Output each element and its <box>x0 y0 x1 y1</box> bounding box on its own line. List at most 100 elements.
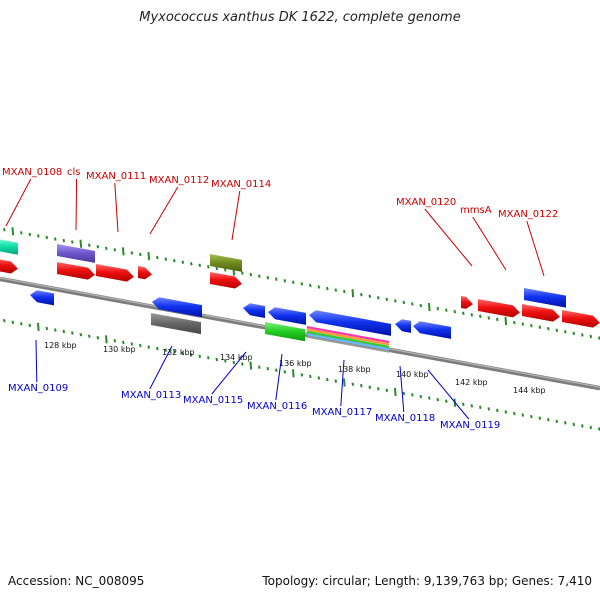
ring-dot <box>224 268 227 272</box>
ring-dot <box>309 283 312 288</box>
gene-label-upper: mmsA <box>460 205 492 216</box>
kbp-tick-label: 138 kbp <box>338 365 371 374</box>
gene-reverse-arrow <box>309 310 391 336</box>
label-leader-line <box>424 208 473 267</box>
map-title: Myxococcus xanthus DK 1622, complete gen… <box>139 10 461 25</box>
gene-label-upper: MXAN_0112 <box>149 175 209 186</box>
kbp-tick-label: 142 kbp <box>455 378 488 387</box>
kbp-tick-label: 132 kbp <box>162 348 195 357</box>
ring-dot <box>20 322 23 326</box>
ring-dot <box>419 394 423 399</box>
ring-dot <box>300 282 304 286</box>
ring-dot <box>207 356 210 360</box>
ring-dot <box>326 377 329 382</box>
ring-dot <box>555 419 559 423</box>
gene-stacked-band <box>307 326 389 344</box>
ring-dot <box>411 302 414 306</box>
gene-gray-block <box>151 313 201 335</box>
ring-dot <box>368 294 372 298</box>
ring-dot <box>292 369 295 378</box>
kbp-tick-label: 134 kbp <box>220 353 253 362</box>
ring-dot <box>343 378 346 387</box>
label-leader-line <box>526 220 545 277</box>
ring-dot <box>428 396 431 400</box>
ring-dot <box>3 228 6 232</box>
ring-dot <box>232 360 236 365</box>
ring-dot <box>394 387 397 396</box>
label-leader-line <box>149 186 179 235</box>
ring-dot <box>71 240 74 244</box>
ring-dot <box>113 248 117 252</box>
gene-forward-arrow <box>138 266 152 280</box>
label-leader-line <box>35 339 38 383</box>
ring-dot <box>139 252 142 257</box>
ring-dot <box>496 408 499 413</box>
ring-dot <box>249 361 253 370</box>
ring-dot <box>113 339 117 343</box>
ring-dot <box>292 280 295 285</box>
ring-dot <box>45 326 49 331</box>
ring-dot <box>173 349 176 354</box>
ring-dot <box>164 257 168 261</box>
gene-forward-arrow <box>461 296 473 309</box>
ring-dot <box>3 319 6 323</box>
label-leader-line <box>211 351 247 395</box>
ring-dot <box>283 370 287 374</box>
ring-dot <box>147 345 151 349</box>
accession-text: Accession: NC_008095 <box>8 574 145 588</box>
ring-dot <box>334 379 338 383</box>
ring-dot <box>470 404 474 408</box>
ring-dot <box>504 410 508 414</box>
ring-dot <box>589 425 593 430</box>
gene-label-upper: MXAN_0122 <box>498 209 558 220</box>
ring-dot <box>581 424 584 428</box>
gene-reverse-arrow <box>243 303 265 319</box>
ring-dot <box>96 245 100 249</box>
ring-dot <box>351 289 355 298</box>
ring-dot <box>530 323 533 328</box>
ring-dot <box>11 320 15 324</box>
gene-green-block <box>265 322 305 342</box>
ring-dot <box>326 286 329 291</box>
ring-dot <box>215 266 219 271</box>
ring-dot <box>496 317 499 322</box>
gene-forward-arrow <box>562 310 600 328</box>
label-leader-line <box>427 369 470 420</box>
ring-dot <box>88 334 91 338</box>
gene-stacked-band <box>307 335 389 353</box>
ring-dot <box>479 405 482 410</box>
gene-stacked-band <box>307 330 389 348</box>
ring-dot <box>266 366 270 371</box>
gene-reverse-arrow <box>395 319 411 333</box>
ring-dot <box>96 336 100 340</box>
gene-label-lower: MXAN_0119 <box>440 420 500 431</box>
kbp-tick-label: 128 kbp <box>44 341 77 350</box>
ring-dot <box>377 387 380 391</box>
ring-dot <box>462 311 465 315</box>
ring-dot <box>275 368 278 372</box>
gene-label-lower: MXAN_0117 <box>312 407 372 418</box>
ring-dot <box>487 407 491 411</box>
ring-dot <box>62 238 66 243</box>
label-leader-line <box>399 365 405 413</box>
ring-dot <box>190 262 193 266</box>
ring-dot <box>224 359 227 363</box>
ring-dot <box>351 382 355 386</box>
ring-dot <box>105 335 108 344</box>
ring-dot <box>453 310 457 314</box>
ring-dot <box>156 255 159 260</box>
ring-dot <box>589 334 593 339</box>
ring-dot <box>479 314 482 319</box>
ring-dot <box>436 306 440 311</box>
kbp-tick-label: 130 kbp <box>103 345 136 354</box>
ring-dot <box>164 348 168 352</box>
ring-dot <box>487 316 491 320</box>
gene-olive-block <box>210 254 242 272</box>
ring-dot <box>181 351 185 355</box>
kbp-tick-label: 140 kbp <box>396 370 429 379</box>
ring-dot <box>283 279 287 283</box>
ring-dot <box>54 328 57 332</box>
ring-dot <box>130 342 134 346</box>
ring-dot <box>215 357 219 362</box>
